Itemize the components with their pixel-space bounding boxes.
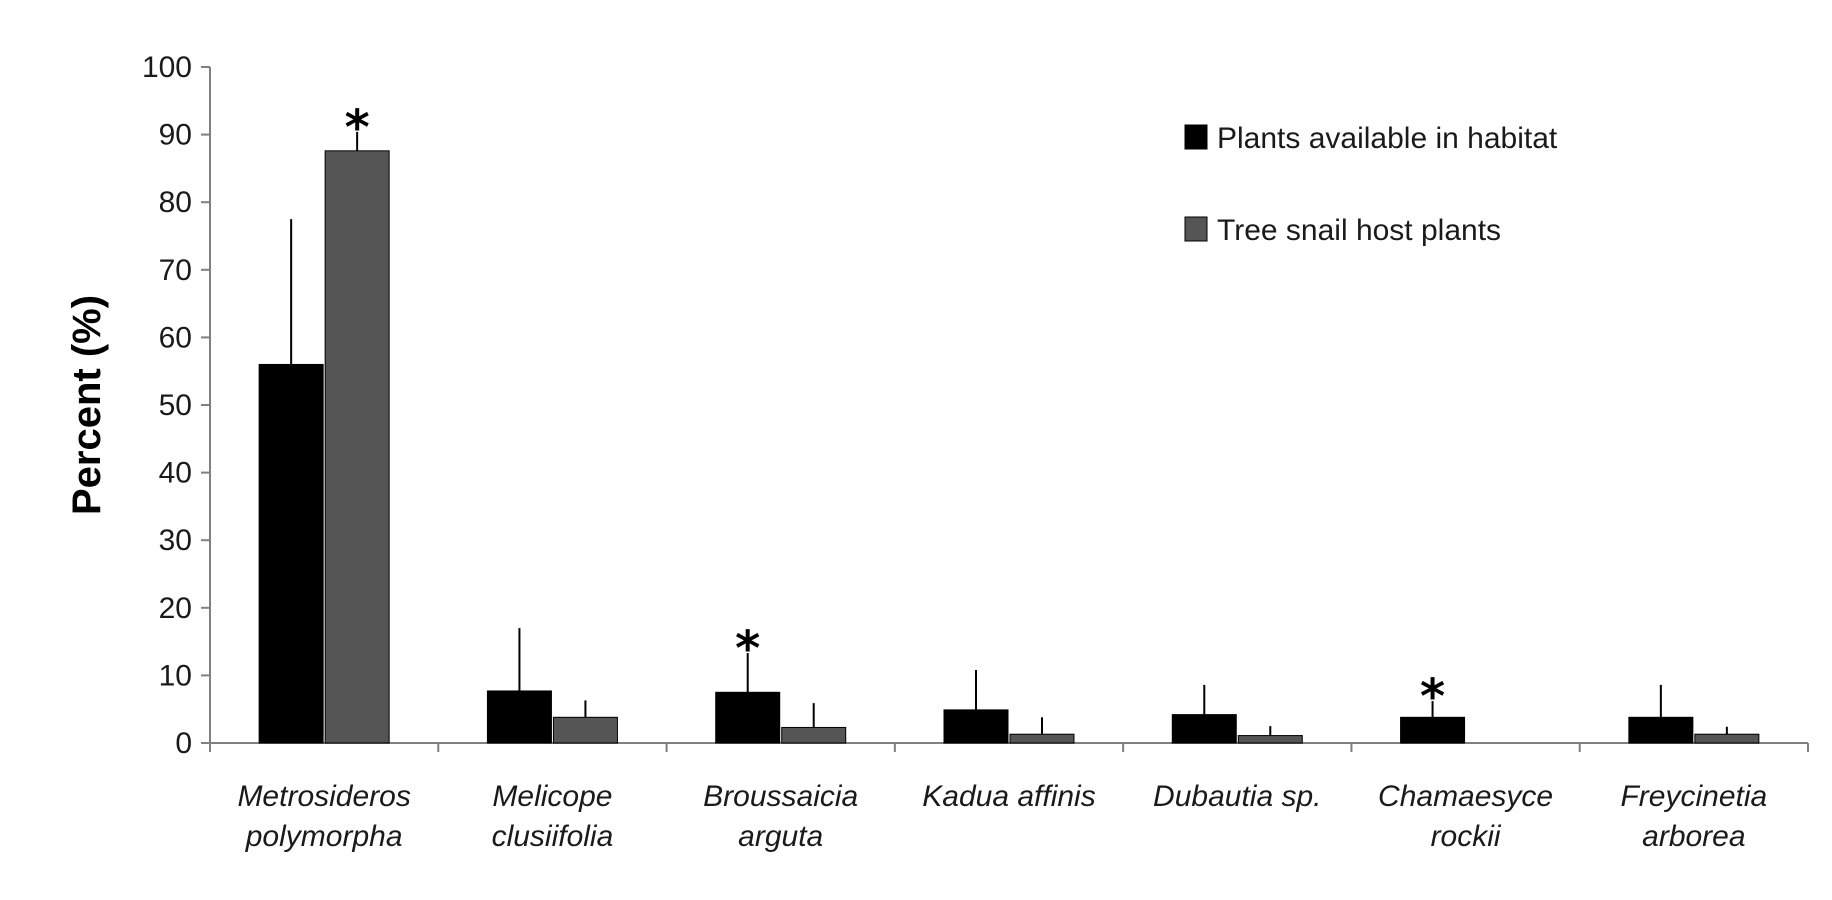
category-label: Broussaicia arguta [703, 780, 858, 853]
y-tick-label: 30 [159, 524, 192, 557]
category-label: Kadua affinis [922, 780, 1095, 813]
bar-host-2 [781, 726, 847, 744]
significance-asterisk: * [345, 100, 370, 156]
category-label: Chamaesyce rockii [1378, 780, 1553, 853]
legend-swatch-0 [1184, 124, 1208, 150]
category-label: Melicope clusiifolia [492, 780, 614, 853]
significance-asterisk: * [1420, 669, 1445, 725]
bar-available-6 [1628, 716, 1694, 744]
bar-host-4 [1237, 735, 1303, 744]
significance-asterisk: * [735, 621, 760, 677]
category-label-line: rockii [1431, 820, 1502, 853]
y-tick-label: 10 [159, 659, 192, 692]
category-label-line: Metrosideros [237, 780, 410, 813]
category-label-line: polymorpha [245, 820, 403, 853]
bar-available-3 [943, 709, 1009, 744]
y-tick-label: 50 [159, 389, 192, 422]
bar-available-2 [715, 691, 781, 744]
category-label-line: Broussaicia [703, 780, 858, 813]
category-label: Metrosideros polymorpha [237, 780, 410, 853]
category-label-line: arborea [1642, 820, 1745, 853]
legend-swatch-1 [1184, 216, 1208, 242]
bar-available-4 [1171, 714, 1237, 744]
bar-host-3 [1009, 733, 1075, 744]
y-tick-label: 20 [159, 592, 192, 625]
legend-label-1: Tree snail host plants [1217, 214, 1501, 247]
bar-host-6 [1694, 733, 1760, 744]
y-tick-label: 60 [159, 321, 192, 354]
category-label-line: Freycinetia [1620, 780, 1767, 813]
category-label-line: Dubautia sp. [1153, 780, 1321, 813]
annotations: * * * [345, 100, 1446, 725]
x-axis: Metrosideros polymorpha Melicope clusiifoli… [209, 742, 1809, 853]
category-label: Freycinetia arborea [1620, 780, 1767, 853]
legend-label-0: Plants available in habitat [1217, 122, 1558, 155]
category-label-line: arguta [738, 820, 823, 853]
category-label-line: Chamaesyce [1378, 780, 1553, 813]
y-tick-label: 70 [159, 254, 192, 287]
y-tick-label: 90 [159, 119, 192, 152]
bars [258, 131, 1760, 744]
bar-host-1 [552, 716, 618, 744]
bar-available-0 [258, 363, 324, 744]
legend: Plants available in habitat Tree snail ho… [1184, 122, 1558, 247]
y-tick-label: 80 [159, 186, 192, 219]
y-tick-label: 0 [175, 727, 192, 760]
y-axis-title: Percent (%) [65, 295, 109, 515]
category-label-line: clusiifolia [492, 820, 614, 853]
category-label-line: Kadua affinis [922, 780, 1095, 813]
category-label: Dubautia sp. [1153, 780, 1321, 813]
bar-host-0 [324, 150, 390, 744]
y-axis: 0 10 20 30 40 50 60 70 80 90 100 [142, 51, 211, 760]
bar-available-1 [486, 690, 552, 744]
bar-available-5 [1400, 716, 1466, 744]
category-label-line: Melicope [492, 780, 612, 813]
y-tick-label: 100 [142, 51, 192, 84]
y-tick-label: 40 [159, 457, 192, 490]
